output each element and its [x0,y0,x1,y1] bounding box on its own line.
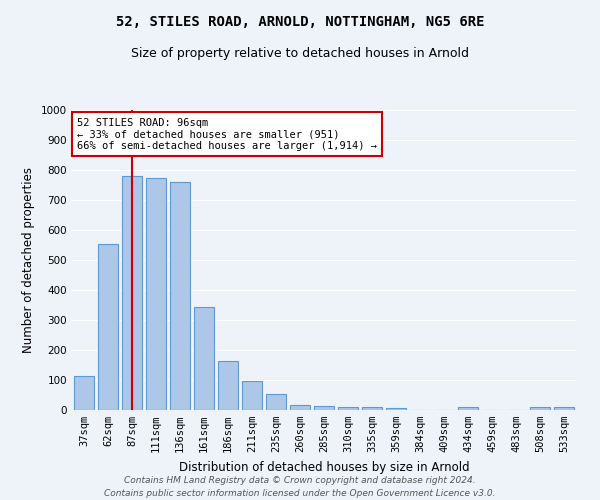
Bar [266,394,286,410]
Bar [338,407,358,410]
Bar [458,407,478,410]
Bar [170,182,190,410]
Bar [218,360,238,410]
Bar [290,404,310,410]
Bar [194,306,214,410]
Bar [146,178,166,410]
Bar [314,406,334,410]
Y-axis label: Number of detached properties: Number of detached properties [22,167,35,353]
Text: 52 STILES ROAD: 96sqm
← 33% of detached houses are smaller (951)
66% of semi-det: 52 STILES ROAD: 96sqm ← 33% of detached … [77,118,377,150]
Text: Size of property relative to detached houses in Arnold: Size of property relative to detached ho… [131,48,469,60]
Bar [98,244,118,410]
Text: Contains HM Land Registry data © Crown copyright and database right 2024.
Contai: Contains HM Land Registry data © Crown c… [104,476,496,498]
Bar [362,407,382,410]
Bar [242,381,262,410]
X-axis label: Distribution of detached houses by size in Arnold: Distribution of detached houses by size … [179,460,469,473]
Bar [554,407,574,410]
Bar [530,407,550,410]
Bar [74,376,94,410]
Text: 52, STILES ROAD, ARNOLD, NOTTINGHAM, NG5 6RE: 52, STILES ROAD, ARNOLD, NOTTINGHAM, NG5… [116,15,484,29]
Bar [122,176,142,410]
Bar [386,408,406,410]
